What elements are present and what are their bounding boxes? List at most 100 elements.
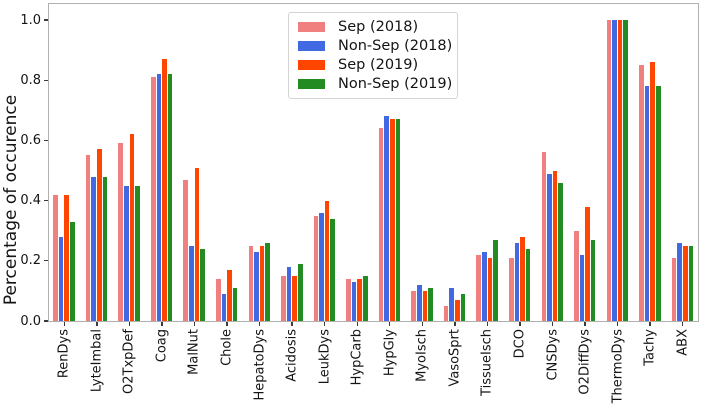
- legend-item: Non-Sep (2018): [298, 38, 452, 54]
- bar: [91, 176, 96, 321]
- bar-group-lyteimbal: [85, 149, 108, 321]
- x-tick-label: HypGly: [382, 329, 398, 377]
- bar: [53, 194, 58, 321]
- x-tick-mark: [258, 321, 261, 326]
- x-tick-label: Tachy: [642, 329, 658, 366]
- x-tick-mark: [96, 321, 98, 326]
- bar: [428, 287, 433, 321]
- bar-group-hepatodys: [248, 242, 270, 321]
- bar-group-cnsdys: [541, 152, 563, 321]
- x-tick-label: O2DiffDys: [577, 329, 593, 395]
- x-tick-mark: [128, 321, 131, 326]
- x-tick-mark: [421, 321, 424, 326]
- legend-label: Non-Sep (2018): [338, 38, 453, 55]
- bar: [324, 200, 330, 321]
- x-tick-label: Coag: [154, 329, 170, 363]
- bar: [617, 20, 623, 321]
- y-tick-label: 0.8: [20, 72, 41, 88]
- x-tick-mark: [649, 321, 651, 326]
- bar: [118, 143, 123, 321]
- bar: [346, 278, 351, 321]
- legend-item: Sep (2019): [298, 57, 448, 73]
- x-tick-mark: [63, 321, 65, 326]
- y-tick-mark: [44, 19, 48, 21]
- y-tick-label: 0.6: [20, 132, 41, 148]
- bar-group-myoisch: [411, 284, 433, 321]
- bar: [129, 134, 135, 321]
- y-tick-mark: [44, 199, 48, 202]
- bar: [590, 239, 596, 321]
- x-tick-mark: [356, 321, 358, 326]
- bar: [232, 287, 238, 321]
- bar-group-hypcarb: [346, 275, 368, 321]
- bar-group-malnut: [183, 167, 205, 321]
- bar: [395, 119, 401, 321]
- bar: [200, 248, 205, 321]
- bar: [156, 74, 162, 321]
- bar: [514, 242, 520, 321]
- legend-swatch: [298, 41, 325, 52]
- bar: [265, 242, 270, 321]
- bar-group-tachy: [639, 62, 661, 321]
- bar: [85, 155, 91, 321]
- bar: [449, 287, 455, 321]
- x-tick-label: LyteImbal: [89, 329, 105, 393]
- bar: [612, 20, 617, 321]
- x-tick-mark: [519, 321, 521, 326]
- bar-group-o2diffdys: [574, 206, 596, 321]
- bar: [183, 179, 189, 321]
- legend-swatch: [298, 22, 325, 33]
- x-tick-label: ThermoDys: [610, 329, 626, 404]
- bar: [650, 62, 655, 321]
- bar-group-hypgly: [378, 116, 401, 321]
- bar: [150, 77, 156, 321]
- bar: [248, 245, 254, 321]
- bar: [682, 245, 688, 321]
- bar: [384, 116, 389, 321]
- bar: [493, 239, 498, 321]
- bar: [313, 215, 319, 321]
- bar: [541, 152, 547, 321]
- bar: [639, 65, 644, 321]
- legend-label: Sep (2019): [338, 56, 419, 73]
- bar: [216, 278, 221, 321]
- bar: [460, 293, 466, 321]
- bar: [363, 275, 368, 321]
- y-tick-mark: [44, 320, 48, 322]
- x-tick-mark: [454, 321, 456, 326]
- bar-group-coag: [150, 59, 173, 321]
- x-tick-label: HepatoDys: [252, 329, 268, 401]
- bar-group-rendys: [53, 194, 75, 321]
- legend-item: Non-Sep (2019): [298, 76, 452, 92]
- bar: [167, 74, 173, 321]
- bar: [254, 251, 259, 321]
- bar: [547, 173, 552, 321]
- bar: [525, 248, 531, 321]
- bar: [70, 221, 75, 321]
- bar: [292, 275, 297, 321]
- bar: [585, 206, 590, 321]
- bar: [319, 212, 324, 321]
- bar-group-dco: [508, 236, 531, 321]
- y-tick-mark: [44, 139, 48, 142]
- bar: [58, 236, 64, 321]
- bar: [443, 305, 449, 321]
- x-tick-label: TissueIsch: [479, 329, 495, 396]
- bar: [378, 128, 384, 321]
- x-tick-label: RenDys: [56, 329, 72, 379]
- bar: [281, 275, 286, 321]
- x-tick-label: VasoSprt: [447, 329, 463, 387]
- x-tick-label: MalNut: [186, 329, 202, 375]
- x-tick-label: Chole: [219, 329, 235, 366]
- bar: [162, 59, 167, 321]
- x-tick-mark: [389, 321, 391, 326]
- bar: [671, 257, 677, 321]
- bar: [194, 167, 200, 321]
- bar: [644, 86, 650, 321]
- bar: [574, 230, 579, 321]
- x-tick-label: DCO: [512, 329, 528, 359]
- bar: [558, 182, 563, 321]
- bar: [411, 290, 416, 321]
- bar-group-tissueisch: [476, 239, 498, 321]
